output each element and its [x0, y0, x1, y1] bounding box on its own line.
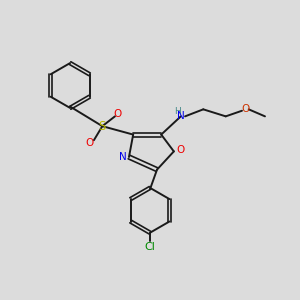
Text: N: N	[177, 111, 185, 121]
Text: O: O	[176, 145, 184, 155]
Text: N: N	[119, 152, 127, 162]
Text: O: O	[85, 138, 94, 148]
Text: O: O	[241, 104, 250, 114]
Text: H: H	[174, 107, 181, 116]
Text: S: S	[99, 120, 106, 133]
Text: Cl: Cl	[145, 242, 155, 252]
Text: O: O	[114, 109, 122, 118]
